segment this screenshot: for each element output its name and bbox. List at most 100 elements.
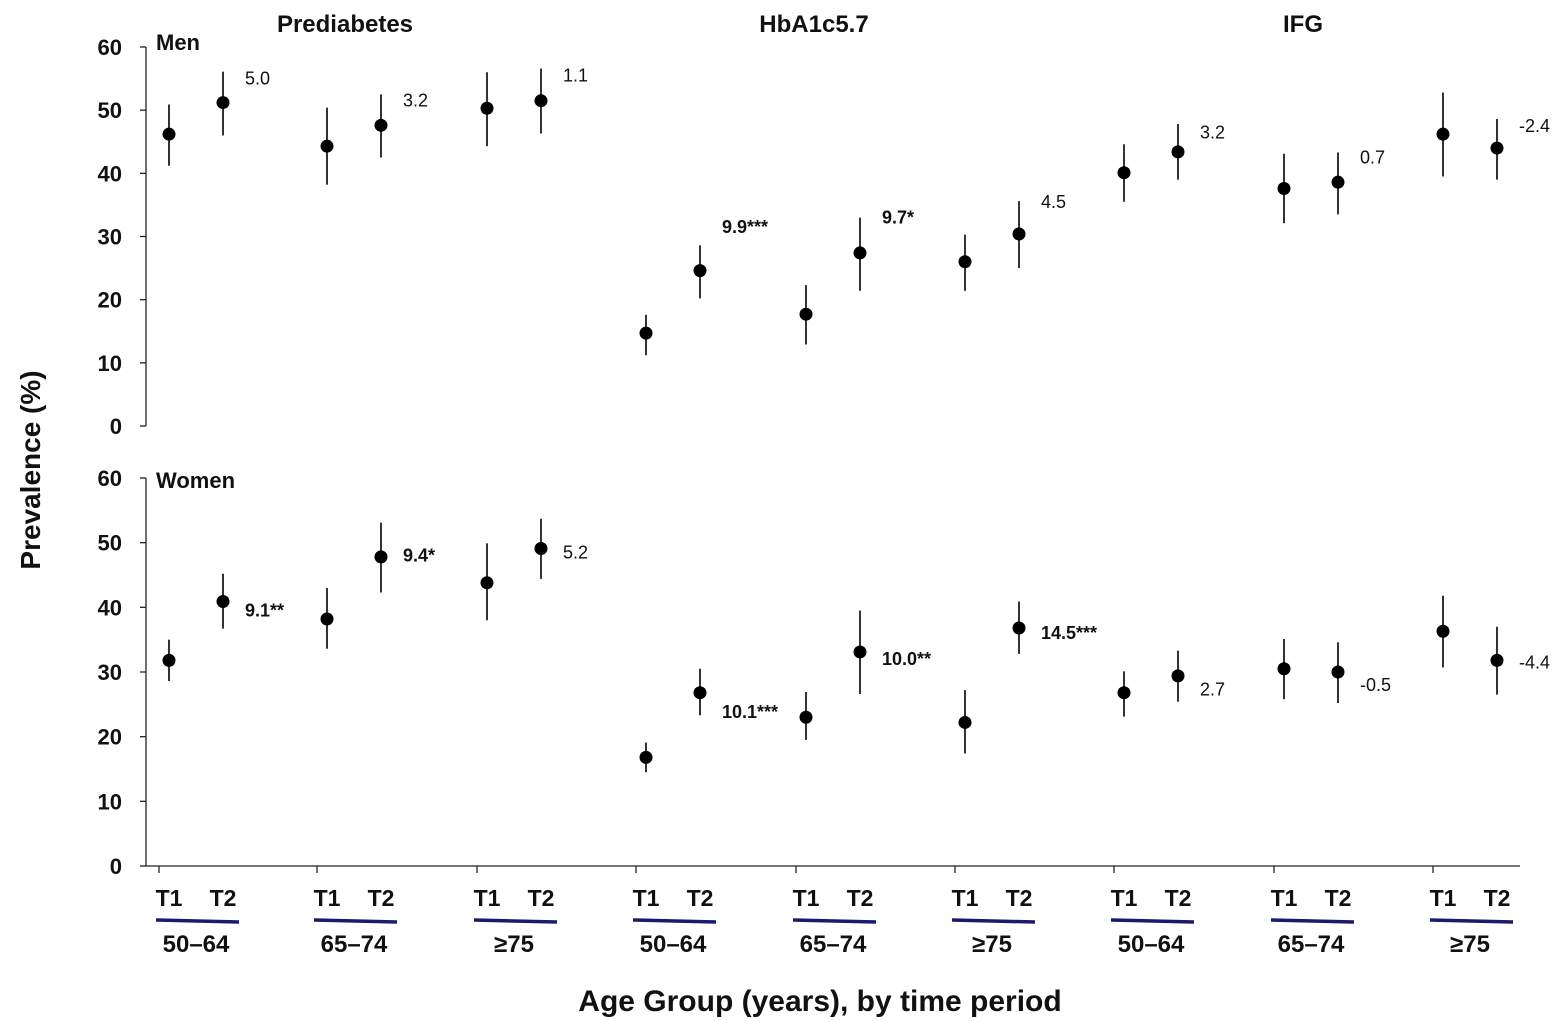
data-point [693, 686, 707, 700]
data-point [216, 595, 230, 609]
data-point [480, 101, 494, 115]
panel-title-hba1c: HbA1c5.7 [759, 11, 868, 38]
time-label: T2 [1484, 885, 1511, 911]
panel-title-prediabetes: Prediabetes [277, 11, 413, 38]
data-point [958, 715, 972, 729]
data-point [162, 653, 176, 667]
data-point [1277, 662, 1291, 676]
change-label: 9.1** [245, 601, 284, 621]
data-point [1012, 227, 1026, 241]
panel-titles: Prediabetes HbA1c5.7 IFG [277, 11, 1323, 38]
y-tick-label: 50 [98, 531, 122, 556]
data-point [1171, 145, 1185, 159]
y-tick-label: 10 [98, 789, 122, 814]
axes: 0 10 20 30 40 50 60 0 10 20 30 40 50 60 [98, 35, 1520, 879]
data-point [1171, 669, 1185, 683]
change-label: 0.7 [1360, 148, 1385, 168]
age-group-underline [951, 918, 1036, 924]
panel-title-ifg: IFG [1283, 11, 1323, 38]
y-tick-label: 40 [98, 161, 122, 186]
change-label: -2.4 [1519, 116, 1550, 136]
age-group-underline [1270, 918, 1355, 924]
time-label: T2 [368, 885, 395, 911]
change-label: 3.2 [1200, 122, 1225, 142]
time-label: T1 [314, 885, 341, 911]
time-label: T2 [1325, 885, 1352, 911]
data-point [216, 96, 230, 110]
data-point [1117, 686, 1131, 700]
data-point [1331, 175, 1345, 189]
data-point [534, 94, 548, 108]
data-point [853, 645, 867, 659]
data-point [639, 750, 653, 764]
age-group-label: 50–64 [1118, 931, 1185, 958]
age-group-underline [1429, 918, 1514, 924]
age-group-label: 65–74 [1278, 931, 1345, 958]
time-label: T1 [474, 885, 501, 911]
data-point [693, 264, 707, 278]
data-point [1490, 653, 1504, 667]
change-label: 4.5 [1041, 192, 1066, 212]
change-label: 2.7 [1200, 679, 1225, 699]
data-point [320, 612, 334, 626]
data-point [1436, 127, 1450, 141]
change-label: -4.4 [1519, 652, 1550, 672]
row-label-women: Women [156, 468, 235, 493]
x-axis-label: Age Group (years), by time period [578, 985, 1061, 1018]
data-point [1277, 181, 1291, 195]
age-group-label: 65–74 [800, 931, 867, 958]
data-point [799, 307, 813, 321]
time-label: T1 [633, 885, 660, 911]
time-label: T1 [1430, 885, 1457, 911]
data-point [1331, 665, 1345, 679]
y-tick-label: 60 [98, 466, 122, 491]
change-label: 9.9*** [722, 217, 768, 237]
age-group-underline [155, 918, 240, 924]
data-point [1436, 624, 1450, 638]
change-label: 10.1*** [722, 702, 778, 722]
time-label: T2 [1006, 885, 1033, 911]
x-categories: T1 T2 50–64 T1 T2 65–74 T1 T2 ≥75 T1 T2 50–64 T1 T2 65… [155, 885, 1514, 958]
data-point [320, 139, 334, 153]
age-group-underline [473, 918, 558, 924]
data-point [534, 541, 548, 555]
y-tick-label: 0 [110, 854, 122, 879]
y-tick-label: 10 [98, 351, 122, 376]
age-group-label: ≥75 [1450, 931, 1490, 958]
data-marks: 5.0 3.2 1.1 9.9*** 9.7* 4.5 3.2 0.7 -2.4 9.1** 9.4… [162, 65, 1550, 773]
y-axis-label: Prevalence (%) [15, 370, 46, 569]
age-group-label: ≥75 [494, 931, 534, 958]
time-label: T2 [210, 885, 237, 911]
data-point [374, 550, 388, 564]
data-point [958, 255, 972, 269]
time-label: T2 [847, 885, 874, 911]
y-tick-label: 50 [98, 98, 122, 123]
y-tick-label: 0 [110, 414, 122, 439]
change-label: -0.5 [1360, 675, 1391, 695]
y-tick-label: 40 [98, 595, 122, 620]
data-point [374, 118, 388, 132]
y-tick-label: 60 [98, 35, 122, 60]
change-label: 3.2 [403, 91, 428, 111]
age-group-underline [1110, 918, 1195, 924]
time-label: T2 [528, 885, 555, 911]
age-group-label: 50–64 [163, 931, 230, 958]
data-point [639, 326, 653, 340]
data-point [162, 127, 176, 141]
y-tick-label: 20 [98, 288, 122, 313]
row-label-men: Men [156, 30, 200, 55]
change-label: 5.2 [563, 542, 588, 562]
change-label: 10.0** [882, 649, 931, 669]
time-label: T2 [1165, 885, 1192, 911]
age-group-label: 65–74 [321, 931, 388, 958]
age-group-label: ≥75 [972, 931, 1012, 958]
age-group-underline [632, 918, 717, 924]
data-point [480, 576, 494, 590]
change-label: 1.1 [563, 65, 588, 85]
data-point [799, 710, 813, 724]
y-tick-label: 20 [98, 725, 122, 750]
data-point [853, 246, 867, 260]
change-label: 5.0 [245, 69, 270, 89]
time-label: T1 [793, 885, 820, 911]
